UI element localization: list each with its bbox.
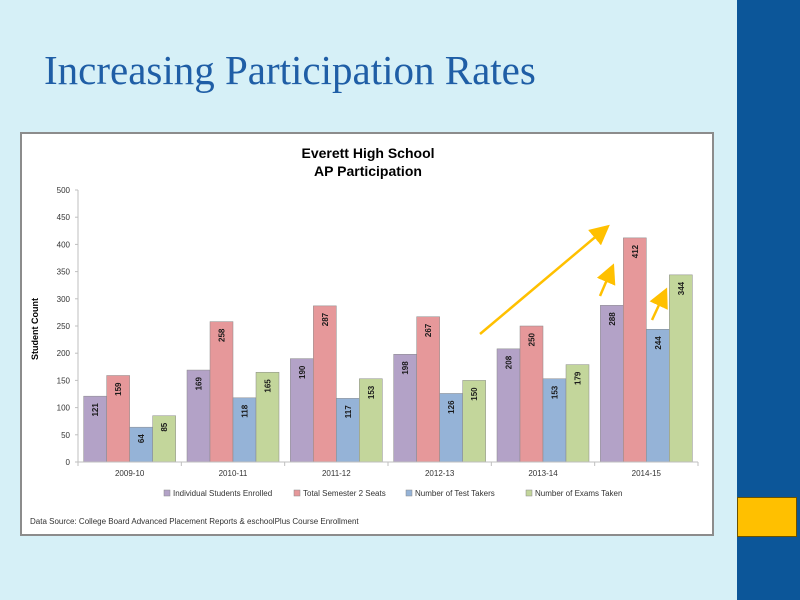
bar-data-label: 165	[264, 379, 273, 393]
y-tick-label: 350	[57, 268, 71, 277]
bar-data-label: 258	[218, 328, 227, 342]
y-tick-label: 100	[57, 404, 71, 413]
y-tick-label: 400	[57, 240, 71, 249]
x-tick-label: 2013-14	[528, 469, 558, 478]
ap-participation-chart: Everett High School AP Participation Stu…	[30, 145, 699, 526]
bar-total-semester-2-seats-2011-12	[313, 305, 337, 463]
legend-swatch	[525, 489, 533, 497]
bar-data-label: 244	[654, 336, 663, 350]
x-tick-label: 2010-11	[219, 469, 248, 478]
source-note: Data Source: College Board Advanced Plac…	[30, 517, 359, 526]
trend-arrow-seats	[596, 263, 616, 297]
y-tick-label: 0	[66, 458, 71, 467]
bar-data-label: 267	[424, 323, 433, 337]
bar-data-label: 85	[160, 422, 169, 431]
x-tick-label: 2009-10	[115, 469, 145, 478]
x-tick-label: 2012-13	[425, 469, 455, 478]
legend-swatch	[163, 489, 171, 497]
bar-data-label: 250	[528, 332, 537, 346]
bar-data-label: 159	[114, 382, 123, 396]
x-tick-label: 2011-12	[322, 469, 351, 478]
legend-entry: Number of Test Takers	[415, 489, 495, 498]
legend-swatch	[293, 489, 301, 497]
bar-data-label: 190	[298, 365, 307, 379]
bar-number-of-exams-taken-2009-10	[152, 415, 176, 463]
bar-number-of-test-takers-2009-10	[129, 426, 153, 463]
legend-entry: Number of Exams Taken	[535, 489, 622, 498]
bar-total-semester-2-seats-2014-15	[623, 237, 647, 463]
bar-data-label: 198	[401, 361, 410, 375]
x-tick-label: 2014-15	[632, 469, 662, 478]
bar-data-label: 153	[367, 385, 376, 399]
y-tick-label: 300	[57, 295, 71, 304]
bar-data-label: 344	[677, 281, 686, 295]
legend-swatch	[405, 489, 413, 497]
chart-frame: Everett High School AP Participation Stu…	[20, 132, 714, 536]
y-tick-label: 150	[57, 376, 71, 385]
legend-entry: Individual Students Enrolled	[173, 489, 272, 498]
y-tick-label: 250	[57, 322, 71, 331]
bar-data-label: 208	[505, 355, 514, 369]
chart-subtitle: AP Participation	[314, 163, 422, 179]
bar-data-label: 64	[137, 434, 146, 443]
slide-title: Increasing Participation Rates	[44, 47, 536, 93]
bar-total-semester-2-seats-2012-13	[416, 316, 440, 463]
bar-data-label: 412	[631, 244, 640, 258]
bar-number-of-exams-taken-2014-15	[669, 274, 693, 463]
legend-entry: Total Semester 2 Seats	[303, 489, 386, 498]
chart-title: Everett High School	[301, 145, 434, 161]
bar-data-label: 126	[447, 400, 456, 414]
sidebar-accent-block	[737, 497, 797, 537]
bar-data-label: 118	[241, 404, 250, 417]
bar-data-label: 121	[91, 403, 100, 417]
y-tick-label: 500	[57, 186, 71, 195]
bar-data-label: 287	[321, 312, 330, 326]
trend-arrow-long	[479, 224, 610, 335]
bar-data-label: 179	[574, 371, 583, 385]
y-tick-label: 200	[57, 349, 71, 358]
trend-arrow-exams	[649, 287, 668, 321]
bar-individual-students-enrolled-2014-15	[600, 305, 624, 463]
y-tick-label: 450	[57, 213, 71, 222]
bar-data-label: 169	[195, 377, 204, 391]
bar-data-label: 288	[608, 312, 617, 326]
bar-data-label: 153	[551, 385, 560, 399]
y-axis-label: Student Count	[30, 298, 40, 360]
bar-data-label: 117	[344, 405, 353, 418]
y-tick-label: 50	[61, 431, 70, 440]
bar-data-label: 150	[470, 387, 479, 401]
